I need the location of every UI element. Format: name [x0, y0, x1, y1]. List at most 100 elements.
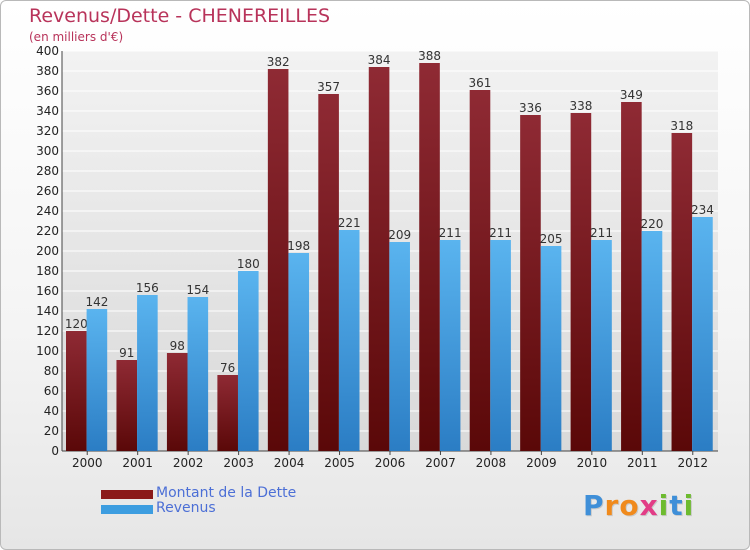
data-label-dette: 120 [65, 317, 88, 331]
data-label-revenus: 234 [691, 203, 714, 217]
legend-label-dette: Montant de la Dette [156, 485, 297, 501]
bar-dette [368, 67, 390, 451]
logo-letter: P [583, 489, 605, 522]
bar-revenus [692, 217, 713, 451]
legend-swatch-dette [101, 490, 153, 499]
bar-revenus [338, 230, 360, 451]
bar-dette [419, 63, 440, 451]
y-tick-label: 40 [44, 404, 59, 418]
bar-dette [66, 331, 87, 451]
legend-label-revenus: Revenus [156, 500, 216, 516]
data-label-dette: 384 [368, 53, 391, 67]
bar-dette [570, 113, 592, 451]
bar-revenus [137, 295, 158, 451]
y-tick-label: 240 [36, 204, 59, 218]
bar-dette [520, 115, 541, 451]
bar-dette [267, 69, 289, 451]
x-tick-label: 2011 [627, 456, 658, 470]
bar-revenus [439, 240, 461, 451]
data-label-dette: 76 [220, 361, 235, 375]
bar-dette [116, 360, 138, 451]
x-tick-label: 2007 [425, 456, 456, 470]
y-tick-label: 300 [36, 144, 59, 158]
x-tick-label: 2004 [274, 456, 305, 470]
y-tick-label: 360 [36, 84, 59, 98]
data-label-revenus: 180 [237, 257, 260, 271]
data-label-revenus: 142 [85, 295, 108, 309]
bar-revenus [288, 253, 310, 451]
bar-revenus [641, 231, 663, 451]
logo-letter: o [619, 489, 640, 522]
y-tick-label: 20 [44, 424, 59, 438]
legend-swatch-revenus [101, 505, 153, 514]
data-label-revenus: 205 [540, 232, 563, 246]
x-tick-label: 2012 [677, 456, 708, 470]
bar-revenus [237, 271, 259, 451]
chart-subtitle: (en milliers d'€) [29, 30, 124, 44]
y-tick-label: 120 [36, 324, 59, 338]
y-tick-label: 260 [36, 184, 59, 198]
data-label-revenus: 211 [590, 226, 613, 240]
data-label-dette: 336 [519, 101, 542, 115]
bar-dette [217, 375, 238, 451]
y-tick-label: 160 [36, 284, 59, 298]
x-tick-label: 2006 [375, 456, 406, 470]
data-label-dette: 318 [670, 119, 693, 133]
bar-dette [318, 94, 339, 451]
proxiti-logo: Proxiti [583, 489, 694, 522]
x-tick-label: 2008 [476, 456, 507, 470]
data-label-dette: 388 [418, 49, 441, 63]
y-tick-label: 100 [36, 344, 59, 358]
bar-dette [621, 102, 642, 451]
bar-revenus [389, 242, 410, 451]
y-tick-label: 380 [36, 64, 59, 78]
y-tick-label: 140 [36, 304, 59, 318]
logo-letter: i [683, 489, 695, 522]
x-tick-label: 2005 [324, 456, 355, 470]
data-label-dette: 338 [569, 99, 592, 113]
data-label-dette: 349 [620, 88, 643, 102]
y-tick-label: 180 [36, 264, 59, 278]
y-tick-label: 220 [36, 224, 59, 238]
logo-letter: x [639, 489, 659, 522]
data-label-revenus: 211 [489, 226, 512, 240]
data-label-dette: 361 [469, 76, 492, 90]
data-label-dette: 382 [267, 55, 290, 69]
y-tick-label: 320 [36, 124, 59, 138]
data-label-revenus: 209 [388, 228, 411, 242]
bar-dette [469, 90, 491, 451]
y-tick-label: 200 [36, 244, 59, 258]
bar-dette [166, 353, 188, 451]
data-label-revenus: 221 [338, 216, 361, 230]
x-tick-label: 2000 [72, 456, 103, 470]
x-tick-label: 2001 [122, 456, 153, 470]
data-label-revenus: 211 [439, 226, 462, 240]
y-tick-label: 400 [36, 44, 59, 58]
y-tick-label: 80 [44, 364, 59, 378]
logo-letter: r [604, 489, 620, 522]
logo-letter: i [658, 489, 670, 522]
y-tick-label: 280 [36, 164, 59, 178]
bar-revenus [591, 240, 612, 451]
chart-title: Revenus/Dette - CHENEREILLES [29, 5, 331, 27]
x-tick-label: 2010 [577, 456, 608, 470]
bar-revenus [187, 297, 209, 451]
logo-letter: t [669, 489, 684, 522]
data-label-dette: 98 [170, 339, 185, 353]
data-label-dette: 91 [119, 346, 134, 360]
y-tick-label: 60 [44, 384, 59, 398]
y-tick-label: 0 [51, 444, 59, 458]
x-tick-label: 2003 [223, 456, 254, 470]
data-label-revenus: 220 [641, 217, 664, 231]
bar-revenus [490, 240, 511, 451]
x-tick-label: 2009 [526, 456, 557, 470]
data-label-revenus: 156 [136, 281, 159, 295]
x-tick-label: 2002 [173, 456, 204, 470]
bar-revenus [86, 309, 108, 451]
data-label-dette: 357 [317, 80, 340, 94]
bar-revenus [540, 246, 562, 451]
y-tick-label: 340 [36, 104, 59, 118]
data-label-revenus: 154 [186, 283, 209, 297]
